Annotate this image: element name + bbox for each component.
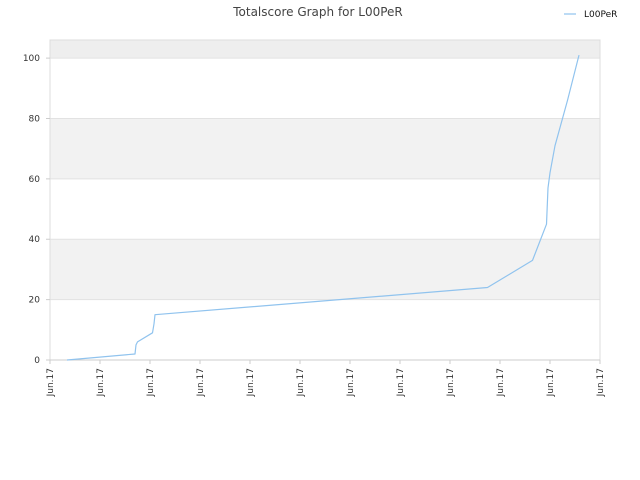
x-tick-label: Jun.17 <box>146 368 156 397</box>
x-tick-label: Jun.17 <box>196 368 206 397</box>
x-axis-ticks: Jun.17 Jun.17 Jun.17 Jun.17 Jun.17 Jun.17 Jun.… <box>46 360 606 397</box>
y-tick-label: 60 <box>29 175 41 185</box>
y-tick-label: 0 <box>34 356 40 366</box>
y-tick-label: 80 <box>29 114 41 124</box>
x-tick-label: Jun.17 <box>496 368 506 397</box>
x-tick-label: Jun.17 <box>246 368 256 397</box>
y-tick-label: 40 <box>29 235 41 245</box>
x-tick-label: Jun.17 <box>96 368 106 397</box>
x-tick-label: Jun.17 <box>346 368 356 397</box>
grid-band <box>50 239 600 300</box>
y-tick-label: 100 <box>23 54 40 64</box>
grid-lines <box>50 57 600 301</box>
grid-band <box>50 118 600 179</box>
grid-bands <box>50 40 600 300</box>
x-tick-label: Jun.17 <box>396 368 406 397</box>
x-tick-label: Jun.17 <box>546 368 556 397</box>
axes <box>49 39 601 361</box>
legend-label: L00PeR <box>584 10 617 20</box>
chart-title: Totalscore Graph for L00PeR <box>232 5 403 19</box>
legend[interactable]: L00PeR <box>564 10 617 20</box>
y-tick-label: 20 <box>29 296 41 306</box>
x-tick-label: Jun.17 <box>446 368 456 397</box>
x-tick-label: Jun.17 <box>46 368 56 397</box>
x-tick-label: Jun.17 <box>596 368 606 397</box>
plot-frame <box>49 39 601 361</box>
y-axis-ticks: 0 20 40 60 80 100 <box>23 54 50 366</box>
x-tick-label: Jun.17 <box>296 368 306 397</box>
grid-band <box>50 40 600 59</box>
series-line <box>66 54 580 361</box>
series-lines <box>66 54 580 361</box>
